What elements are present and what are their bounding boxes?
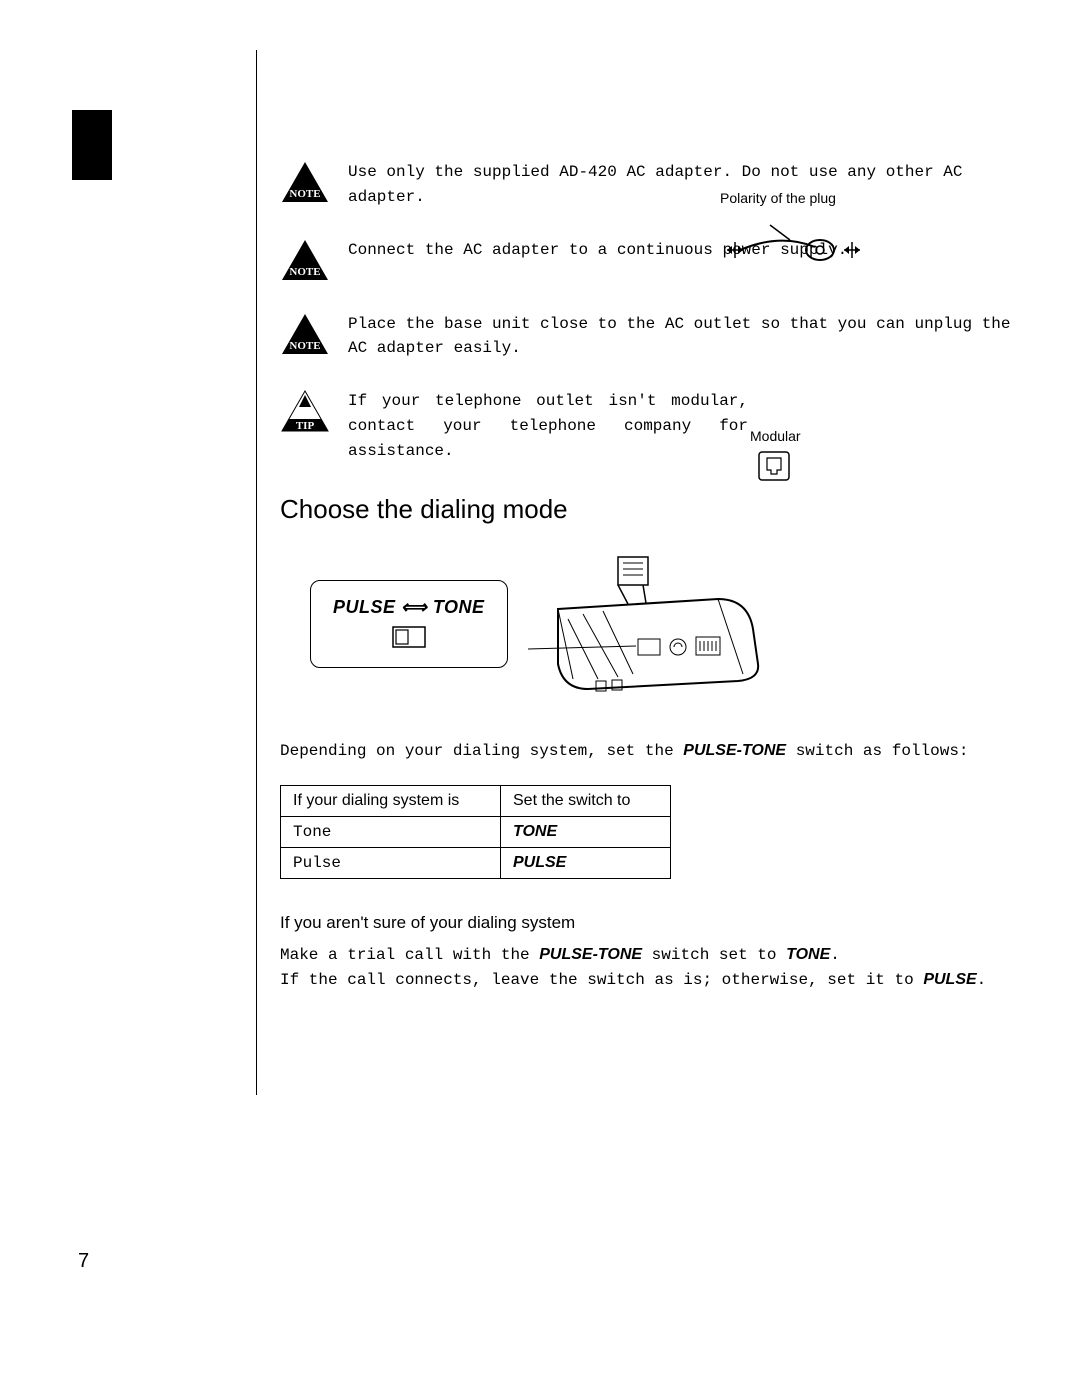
table-header: Set the switch to [501, 786, 671, 817]
page-number: 7 [78, 1250, 89, 1273]
dialing-table: If your dialing system is Set the switch… [280, 785, 671, 879]
pulse-word: PULSE [333, 597, 396, 617]
table-cell-switch: PULSE [501, 848, 671, 879]
svg-text:TIP: TIP [296, 420, 315, 432]
note-callout: NOTE Use only the supplied AD-420 AC ada… [280, 160, 1020, 210]
table-cell-switch: TONE [501, 817, 671, 848]
note-icon: NOTE [280, 238, 330, 284]
trial-line1-post: . [830, 946, 840, 964]
tip-icon: TIP [280, 389, 330, 435]
dialing-mode-diagram: PULSE ⟺ TONE [310, 549, 1020, 699]
tip-text: If your telephone outlet isn't modular, … [348, 389, 748, 463]
depending-text: Depending on your dialing system, set th… [280, 739, 1020, 764]
pulse-tone-switch-box: PULSE ⟺ TONE [310, 580, 508, 668]
svg-text:NOTE: NOTE [289, 188, 320, 200]
pulse-tone-inline: PULSE-TONE [539, 946, 642, 963]
page-content: NOTE Use only the supplied AD-420 AC ada… [280, 160, 1020, 993]
tip-callout: TIP If your telephone outlet isn't modul… [280, 389, 1020, 463]
double-arrow-icon: ⟺ [401, 597, 427, 617]
side-tab [72, 110, 112, 180]
trial-line2-pre: If the call connects, leave the switch a… [280, 971, 923, 989]
note-callout: NOTE Connect the AC adapter to a continu… [280, 238, 1020, 284]
note-icon: NOTE [280, 160, 330, 206]
table-row: Tone TONE [281, 817, 671, 848]
vertical-rule [256, 50, 257, 1095]
trial-line2-post: . [977, 971, 987, 989]
base-unit-icon [528, 549, 788, 699]
tone-inline: TONE [786, 946, 830, 963]
svg-text:NOTE: NOTE [289, 340, 320, 352]
trial-line1-mid: switch set to [642, 946, 786, 964]
note-callout: NOTE Place the base unit close to the AC… [280, 312, 1020, 362]
depending-post: switch as follows: [786, 742, 968, 760]
trial-text: Make a trial call with the PULSE-TONE sw… [280, 943, 1020, 993]
table-row: Pulse PULSE [281, 848, 671, 879]
table-cell-system: Pulse [281, 848, 501, 879]
trial-line1-pre: Make a trial call with the [280, 946, 539, 964]
depending-pre: Depending on your dialing system, set th… [280, 742, 683, 760]
pulse-tone-inline: PULSE-TONE [683, 742, 786, 759]
switch-label: PULSE ⟺ TONE [333, 597, 485, 618]
tone-word: TONE [433, 597, 485, 617]
table-header-row: If your dialing system is Set the switch… [281, 786, 671, 817]
note-text: Connect the AC adapter to a continuous p… [348, 238, 1020, 263]
note-text: Use only the supplied AD-420 AC adapter.… [348, 160, 1020, 210]
table-header: If your dialing system is [281, 786, 501, 817]
note-text: Place the base unit close to the AC outl… [348, 312, 1020, 362]
subheading: If you aren't sure of your dialing syste… [280, 913, 1020, 933]
slide-switch-icon [392, 626, 426, 655]
note-icon: NOTE [280, 312, 330, 358]
table-cell-system: Tone [281, 817, 501, 848]
svg-text:NOTE: NOTE [289, 266, 320, 278]
section-heading: Choose the dialing mode [280, 494, 1020, 525]
pulse-inline: PULSE [923, 971, 976, 988]
